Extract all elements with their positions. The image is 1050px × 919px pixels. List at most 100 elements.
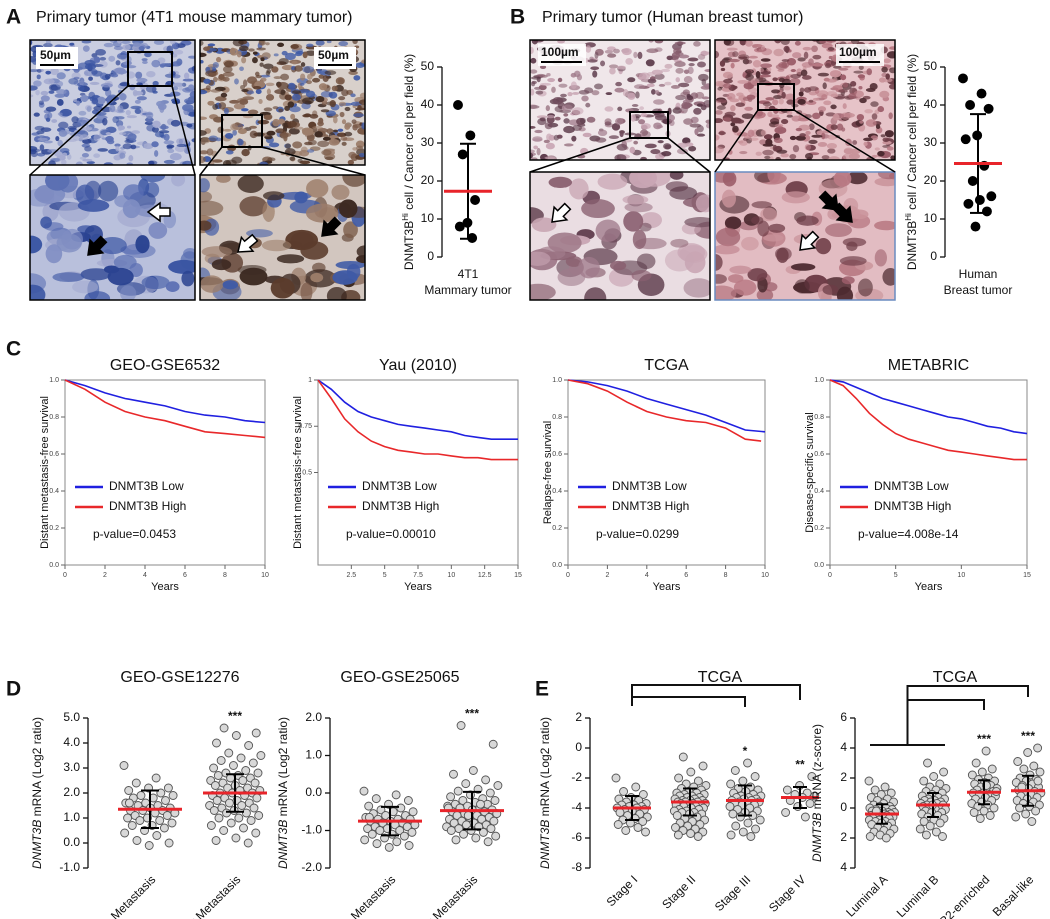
cell — [145, 111, 154, 119]
cell — [780, 40, 790, 45]
cell — [114, 143, 121, 147]
cell — [546, 73, 551, 77]
cell — [698, 73, 709, 82]
cell — [260, 57, 265, 62]
micrograph — [30, 175, 195, 300]
cell — [302, 114, 309, 118]
data-point — [461, 779, 471, 789]
data-point — [1029, 761, 1039, 771]
cell — [314, 131, 323, 138]
cell — [724, 111, 736, 117]
cell — [625, 57, 633, 65]
cell — [811, 134, 823, 138]
cell — [531, 40, 538, 45]
data-point — [219, 723, 229, 733]
cell — [169, 40, 176, 45]
data-point — [939, 767, 949, 777]
data-point — [246, 816, 256, 825]
cell — [735, 102, 745, 107]
y-tick-label: 20 — [421, 173, 435, 187]
cell — [151, 141, 159, 148]
cell — [881, 66, 888, 73]
y-axis-label-part: mRNA (Log2 ratio) — [538, 717, 552, 820]
cell — [91, 69, 98, 75]
cell — [341, 119, 347, 125]
cell — [728, 58, 740, 63]
cell — [776, 149, 788, 154]
cell — [531, 217, 557, 233]
cell — [674, 61, 686, 68]
cell — [669, 172, 684, 180]
p-value: p-value=0.00010 — [346, 527, 436, 541]
cell — [218, 73, 225, 81]
cell — [663, 143, 672, 150]
cell — [43, 42, 53, 48]
y-tick-label: 40 — [924, 97, 938, 111]
cell — [581, 95, 589, 102]
cell — [859, 120, 864, 124]
x-tick-label: 6 — [183, 572, 187, 579]
cell — [140, 175, 166, 183]
data-point — [919, 817, 929, 826]
cell — [825, 223, 852, 238]
x-tick-label: 10 — [261, 572, 269, 579]
cell — [78, 110, 87, 116]
cell — [307, 73, 313, 80]
cell — [622, 89, 629, 97]
cell — [653, 99, 665, 105]
cell — [827, 46, 835, 51]
zoom-box — [127, 51, 173, 87]
cell — [764, 106, 770, 110]
cell — [95, 49, 107, 56]
cell — [107, 267, 134, 286]
cell — [800, 69, 808, 77]
cell — [91, 97, 99, 105]
data-point — [465, 130, 476, 141]
cell — [324, 156, 334, 160]
cell — [284, 52, 296, 61]
data-point — [226, 818, 236, 828]
cell — [45, 40, 51, 46]
cell — [266, 130, 276, 136]
cell — [277, 81, 289, 90]
cell — [828, 156, 840, 160]
data-point — [807, 772, 817, 781]
x-tick-label: Luminal A — [843, 872, 890, 919]
y-tick-label: 0.4 — [49, 488, 59, 495]
data-point — [359, 786, 369, 796]
legend-label: DNMT3B High — [874, 499, 951, 513]
cell — [236, 50, 242, 58]
y-tick-label: 4.0 — [63, 735, 80, 749]
cell — [135, 235, 150, 254]
cell — [609, 67, 616, 75]
scale-bar-box — [36, 47, 78, 69]
cell — [289, 156, 296, 161]
cell — [224, 132, 234, 139]
cell — [172, 86, 179, 91]
cell — [93, 134, 101, 142]
y-axis-label: DNMT3B mRNA (Log2 ratio) — [30, 717, 44, 869]
cell — [789, 154, 797, 160]
cell — [654, 90, 660, 95]
cell — [54, 93, 66, 98]
cell — [38, 100, 44, 105]
x-tick-label: 5 — [383, 572, 387, 579]
cell — [96, 96, 106, 105]
x-tick-label: 15 — [514, 572, 522, 579]
panel-letter: D — [6, 678, 21, 701]
data-point — [135, 816, 145, 825]
cell — [117, 105, 124, 113]
cell — [797, 117, 810, 122]
cell — [347, 159, 355, 165]
cell — [239, 98, 249, 105]
cell — [134, 108, 142, 114]
cell — [562, 104, 573, 112]
cell — [530, 46, 534, 54]
cell — [45, 244, 63, 264]
data-point — [162, 811, 172, 820]
data-point — [119, 761, 129, 770]
data-point — [478, 827, 488, 837]
cell — [147, 160, 158, 165]
data-point — [392, 837, 402, 847]
cell — [112, 116, 120, 124]
